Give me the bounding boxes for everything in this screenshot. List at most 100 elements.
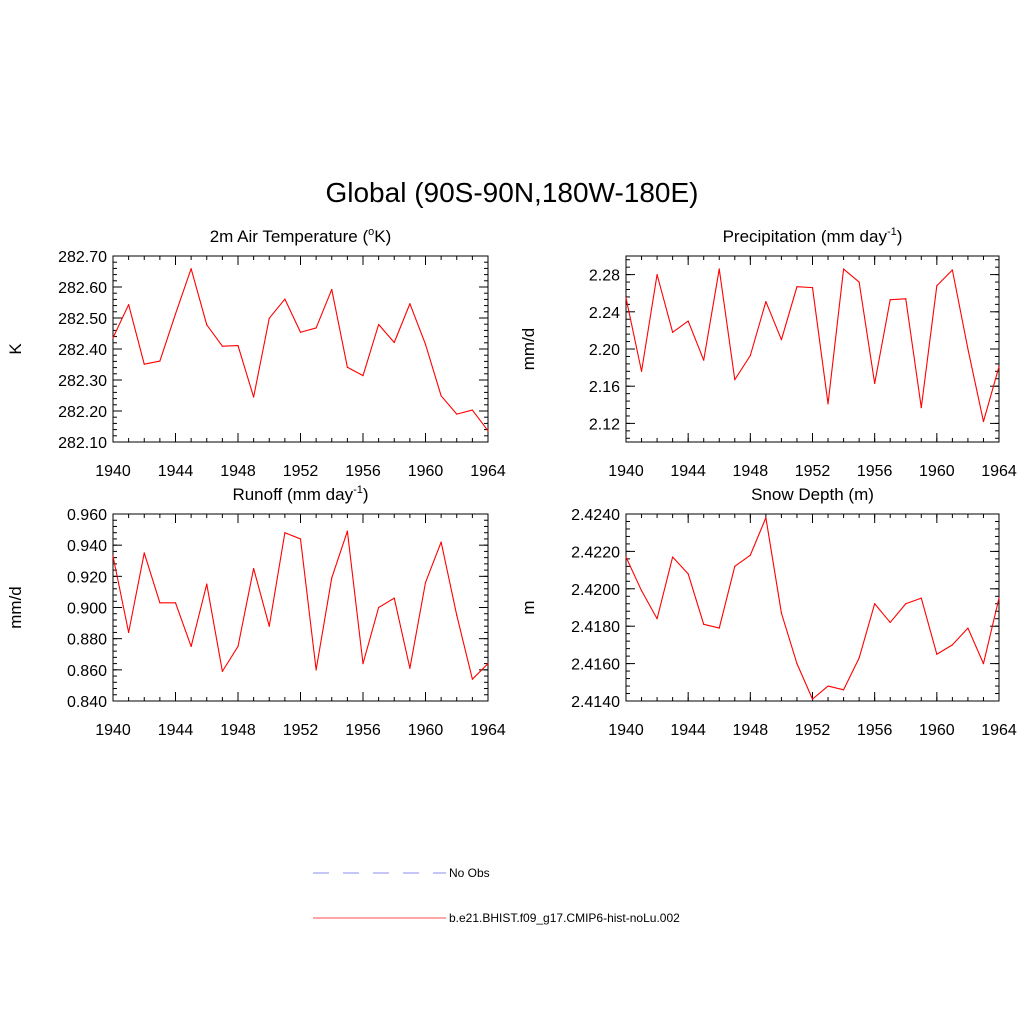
y-tick-label: 282.20 xyxy=(58,404,107,421)
y-tick-label: 2.4220 xyxy=(571,544,620,561)
data-point xyxy=(440,395,442,397)
data-point xyxy=(206,583,208,585)
data-point xyxy=(253,567,255,570)
data-point xyxy=(874,603,876,605)
data-point xyxy=(471,409,473,411)
x-tick-label: 1956 xyxy=(857,463,893,480)
x-tick-label: 1960 xyxy=(408,722,444,739)
x-tick-label: 1960 xyxy=(919,463,955,480)
x-tick-label: 1960 xyxy=(408,463,444,480)
x-tick-label: 1952 xyxy=(283,463,319,480)
data-point xyxy=(362,663,364,665)
data-point xyxy=(811,698,814,700)
data-point xyxy=(640,590,643,592)
data-point xyxy=(362,375,364,377)
series-line xyxy=(112,268,489,432)
data-point xyxy=(128,304,130,306)
x-tick-label: 1944 xyxy=(670,463,706,480)
data-point xyxy=(456,413,458,415)
data-point xyxy=(765,517,767,519)
data-point xyxy=(112,555,114,557)
y-tick-label: 0.860 xyxy=(67,663,107,680)
panel-4: 1940 1944 1948 1952 1956 1960 1964 2.4140 2.4160… xyxy=(519,485,1017,739)
y-tick-label: 282.40 xyxy=(58,342,107,359)
data-point xyxy=(703,359,705,361)
data-point xyxy=(159,602,161,604)
plot-frame xyxy=(625,255,1000,443)
data-point xyxy=(905,603,907,605)
y-axis-label: m xyxy=(519,600,538,614)
data-point xyxy=(780,612,783,614)
data-point xyxy=(842,268,845,270)
panel-2: 1940 1944 1948 1952 1956 1960 1964 2.12 2.16 2.20… xyxy=(519,226,1017,480)
y-tick-label: 0.940 xyxy=(67,538,107,555)
x-tick-label: 1948 xyxy=(733,463,769,480)
data-point xyxy=(299,538,302,540)
panel-title-main: Runoff (mm day xyxy=(232,485,353,504)
y-tick-label: 0.960 xyxy=(67,507,107,524)
data-point xyxy=(440,541,442,543)
y-tick-label: 0.880 xyxy=(67,632,107,649)
data-point xyxy=(471,678,473,680)
data-point xyxy=(424,581,427,584)
data-point xyxy=(331,577,333,579)
panel-title-tail: K) xyxy=(374,227,391,246)
y-tick-label: 2.4240 xyxy=(571,507,620,524)
data-point xyxy=(640,370,643,372)
data-point xyxy=(331,288,333,291)
data-point xyxy=(827,403,829,405)
data-point xyxy=(284,532,286,534)
series-line xyxy=(625,268,1000,423)
panel-title-tail: ) xyxy=(363,485,369,504)
data-point xyxy=(625,297,627,299)
data-point xyxy=(346,366,348,368)
data-point xyxy=(998,597,1000,599)
data-point xyxy=(703,623,705,625)
x-tick-label: 1960 xyxy=(919,722,955,739)
data-point xyxy=(393,597,395,599)
data-point xyxy=(734,565,736,567)
data-point xyxy=(951,269,953,271)
panel-1: 1940 1944 1948 1952 1956 1960 1964 282.10 282.20… xyxy=(6,226,506,480)
panel-title-superscript: -1 xyxy=(887,226,897,238)
panel-title-main: 2m Air Temperature ( xyxy=(210,227,369,246)
legend-label-model: b.e21.BHIST.f09_g17.CMIP6-hist-noLu.002 xyxy=(449,911,680,925)
y-tick-label: 282.30 xyxy=(58,373,107,390)
legend: No Obs b.e21.BHIST.f09_g17.CMIP6-hist-no… xyxy=(313,866,680,925)
x-tick-label: 1964 xyxy=(470,722,506,739)
x-tick-label: 1948 xyxy=(220,463,256,480)
data-point xyxy=(625,556,627,558)
x-tick-label: 1944 xyxy=(670,722,706,739)
data-point xyxy=(409,303,411,305)
panel-title: Precipitation (mm day-1) xyxy=(723,226,903,246)
data-point xyxy=(174,602,177,604)
data-point xyxy=(967,348,969,350)
data-point xyxy=(128,631,130,634)
data-point xyxy=(951,644,953,646)
y-tick-label: 2.4180 xyxy=(571,619,620,636)
data-point xyxy=(687,320,689,322)
data-point xyxy=(378,323,380,326)
plot-frame xyxy=(112,255,489,443)
data-point xyxy=(998,366,1000,368)
x-tick-label: 1952 xyxy=(795,463,831,480)
data-point xyxy=(143,363,145,365)
y-tick-label: 282.50 xyxy=(58,311,107,328)
data-point xyxy=(889,299,891,301)
data-point xyxy=(159,360,161,362)
data-point xyxy=(268,317,270,319)
data-point xyxy=(424,343,427,345)
data-point xyxy=(734,379,736,381)
data-point xyxy=(718,268,720,270)
data-point xyxy=(237,645,239,648)
y-tick-label: 2.4140 xyxy=(571,694,620,711)
x-tick-label: 1956 xyxy=(857,722,893,739)
data-point xyxy=(268,625,270,627)
data-point xyxy=(889,621,891,624)
data-point xyxy=(221,670,223,672)
y-tick-label: 282.10 xyxy=(58,435,107,452)
data-point xyxy=(796,286,798,288)
data-point xyxy=(982,420,985,423)
data-point xyxy=(143,552,145,554)
